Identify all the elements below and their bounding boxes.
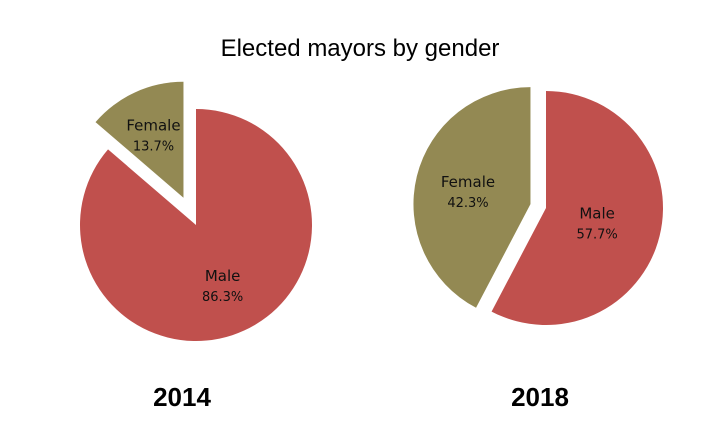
caption-2014: 2014 — [153, 382, 211, 412]
slice-label: Female — [126, 116, 180, 134]
caption-2018: 2018 — [511, 382, 569, 412]
slice-value-label: 86.3% — [202, 290, 243, 305]
slice-value-label: 57.7% — [576, 228, 617, 243]
chart-title: Elected mayors by gender — [221, 35, 500, 62]
pie-2014: Male 86.3% Female 13.7% — [79, 81, 312, 341]
slice-value-label: 42.3% — [447, 196, 488, 211]
slice-value-label: 13.7% — [133, 139, 174, 154]
pie-slice-male — [79, 109, 312, 341]
pie-slice-female — [413, 87, 531, 308]
pie-slice-female — [95, 81, 184, 198]
pie-slice-male — [491, 91, 663, 325]
slice-label: Male — [205, 267, 241, 285]
slice-label: Male — [579, 205, 615, 223]
slice-label: Female — [441, 173, 495, 191]
pie-2018: Male 57.7% Female 42.3% — [413, 87, 663, 325]
